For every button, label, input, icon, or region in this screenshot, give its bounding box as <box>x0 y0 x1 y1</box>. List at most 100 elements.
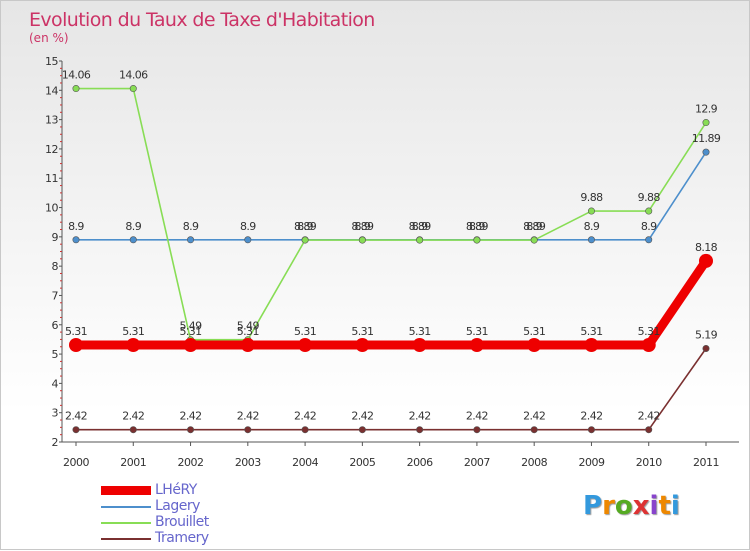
data-label: 2.42 <box>237 410 259 423</box>
series-line-brouillet <box>75 87 707 341</box>
data-point <box>72 236 80 244</box>
data-label: 2.42 <box>466 410 488 423</box>
x-tick-label: 2005 <box>349 456 375 469</box>
data-label: 5.31 <box>237 325 259 338</box>
data-point <box>412 337 427 352</box>
data-point <box>641 337 656 352</box>
x-tick-label: 2003 <box>235 456 261 469</box>
data-point <box>473 236 481 244</box>
data-label: 8.89 <box>351 220 374 233</box>
data-label: 9.88 <box>580 191 603 204</box>
y-tick-label: 4 <box>52 377 59 390</box>
data-point <box>530 426 538 434</box>
data-point <box>702 148 710 156</box>
y-tick-label: 12 <box>45 143 58 156</box>
legend-label-tramery: Tramery <box>155 530 209 546</box>
data-label: 5.19 <box>695 329 718 342</box>
y-tick-label: 2 <box>52 436 59 449</box>
y-tick-label: 11 <box>45 172 58 185</box>
data-label: 5.31 <box>179 325 201 338</box>
data-label: 8.9 <box>240 220 256 233</box>
data-point <box>645 426 653 434</box>
data-point <box>244 426 252 434</box>
data-label: 8.89 <box>523 220 546 233</box>
data-point <box>72 426 80 434</box>
logo-letter: t <box>658 491 671 521</box>
data-label: 14.06 <box>119 69 148 82</box>
x-tick-label: 2009 <box>578 456 604 469</box>
data-label: 2.42 <box>179 410 201 423</box>
data-label: 5.49 <box>179 320 202 333</box>
data-point <box>240 337 255 352</box>
data-label: 2.42 <box>409 410 431 423</box>
chart-title: Evolution du Taux de Taxe d'Habitation <box>29 9 375 31</box>
logo-letter: x <box>632 491 650 521</box>
data-label: 12.9 <box>695 103 718 116</box>
x-tick-label: 2010 <box>636 456 662 469</box>
series-layer <box>69 85 713 434</box>
data-point <box>587 236 595 244</box>
data-label: 5.31 <box>351 325 373 338</box>
data-label: 8.89 <box>294 220 317 233</box>
logo-letter: i <box>670 491 680 521</box>
data-label: 5.49 <box>237 320 260 333</box>
data-label: 11.89 <box>692 132 721 145</box>
x-tick-label: 2000 <box>63 456 89 469</box>
y-tick-label: 14 <box>45 84 58 97</box>
data-point <box>72 85 80 93</box>
data-label: 2.42 <box>294 410 316 423</box>
data-label: 8.9 <box>412 220 428 233</box>
series-line-tramery <box>75 347 707 431</box>
data-label: 8.9 <box>584 220 600 233</box>
data-point <box>702 119 710 127</box>
proxiti-logo: Proxiti <box>583 491 680 521</box>
y-tick-label: 7 <box>52 289 59 302</box>
x-tick-label: 2008 <box>521 456 547 469</box>
data-label: 8.9 <box>68 220 84 233</box>
data-point <box>129 426 137 434</box>
data-label: 5.31 <box>294 325 316 338</box>
legend-swatch-tramery <box>101 538 151 540</box>
legend-swatch-lhery <box>101 486 151 495</box>
data-point <box>587 426 595 434</box>
data-label: 9.88 <box>638 191 661 204</box>
data-point <box>699 253 713 268</box>
data-point <box>473 426 481 434</box>
data-point <box>187 236 195 244</box>
data-labels: 2.42 2.42 2.42 2.42 2.42 2.42 2.42 2.42 2.42 2.42… <box>62 69 722 423</box>
data-point <box>527 337 542 352</box>
data-label: 2.42 <box>638 410 660 423</box>
data-point <box>183 337 198 352</box>
data-label: 5.31 <box>65 325 87 338</box>
y-tick-label: 10 <box>45 202 58 215</box>
data-point <box>301 426 309 434</box>
y-tick-label: 6 <box>52 319 59 332</box>
chart-subtitle: (en %) <box>29 31 69 45</box>
data-label: 8.9 <box>641 220 657 233</box>
data-point <box>244 236 252 244</box>
data-label: 8.9 <box>469 220 485 233</box>
y-tick-label: 13 <box>45 114 58 127</box>
data-point <box>69 337 83 352</box>
y-tick-label: 15 <box>45 55 58 68</box>
data-label: 5.31 <box>580 325 602 338</box>
data-point <box>469 337 484 352</box>
legend-swatch-lagery <box>101 506 151 508</box>
data-label: 8.9 <box>355 220 371 233</box>
data-point <box>129 236 137 244</box>
data-label: 5.31 <box>409 325 431 338</box>
y-tick-label: 9 <box>52 231 59 244</box>
data-point <box>530 236 538 244</box>
data-point <box>645 236 653 244</box>
data-label: 2.42 <box>351 410 373 423</box>
y-tick-label: 5 <box>52 348 59 361</box>
x-tick-label: 2004 <box>292 456 318 469</box>
logo-letter: P <box>583 491 603 521</box>
logo-letter: r <box>602 491 615 521</box>
data-label: 8.9 <box>526 220 542 233</box>
x-tick-label: 2006 <box>407 456 433 469</box>
data-label: 14.06 <box>62 69 91 82</box>
data-point <box>587 207 595 215</box>
